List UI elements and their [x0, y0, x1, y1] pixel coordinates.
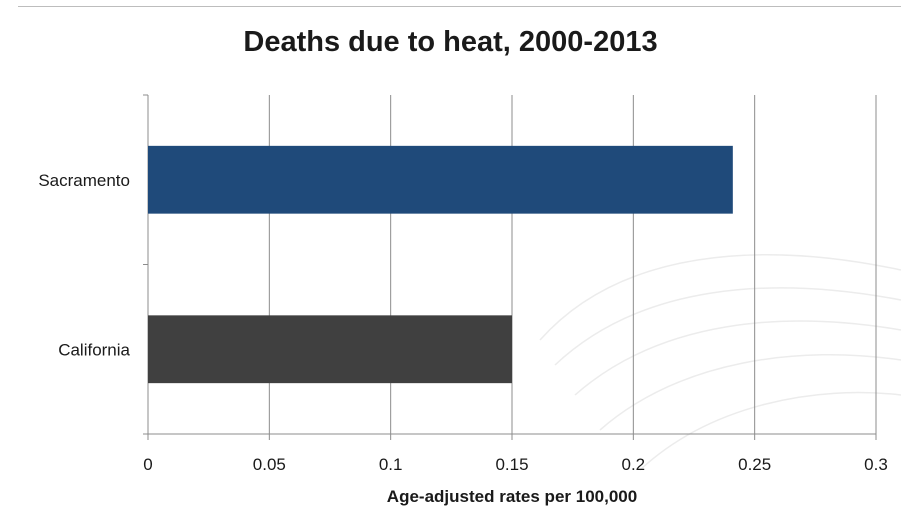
category-label: Sacramento [38, 171, 130, 190]
background-swirl [539, 254, 901, 471]
x-tick-labels: 0 0.05 0.1 0.15 0.2 0.25 0.3 [143, 455, 888, 474]
x-tick-label: 0.1 [379, 455, 403, 474]
category-labels: Sacramento California [38, 171, 130, 360]
x-tick-label: 0.3 [864, 455, 888, 474]
frame-border [18, 6, 901, 7]
x-tick-label: 0.05 [253, 455, 286, 474]
x-tick-label: 0 [143, 455, 152, 474]
x-tick-label: 0.2 [622, 455, 646, 474]
x-tick-label: 0.15 [495, 455, 528, 474]
category-label: California [58, 340, 130, 359]
bars [148, 145, 733, 384]
bar-california [148, 315, 512, 384]
chart-title: Deaths due to heat, 2000-2013 [243, 26, 658, 58]
bar-sacramento [148, 145, 733, 214]
x-axis-title: Age-adjusted rates per 100,000 [386, 487, 638, 506]
x-tick-label: 0.25 [738, 455, 771, 474]
